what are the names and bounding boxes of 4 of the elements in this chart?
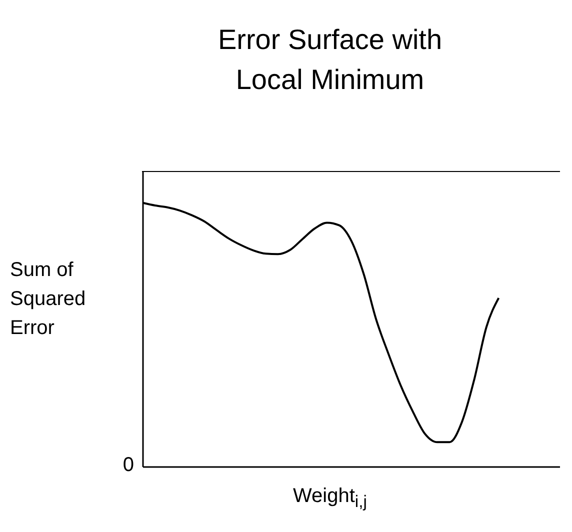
x-axis-title: Weight$_{i,j}$ <box>292 485 368 512</box>
y-axis-title: Sum of Squared Error <box>10 258 87 341</box>
chart-title: Error Surface with Local Minimum <box>216 23 444 97</box>
text: 0 <box>122 454 134 477</box>
